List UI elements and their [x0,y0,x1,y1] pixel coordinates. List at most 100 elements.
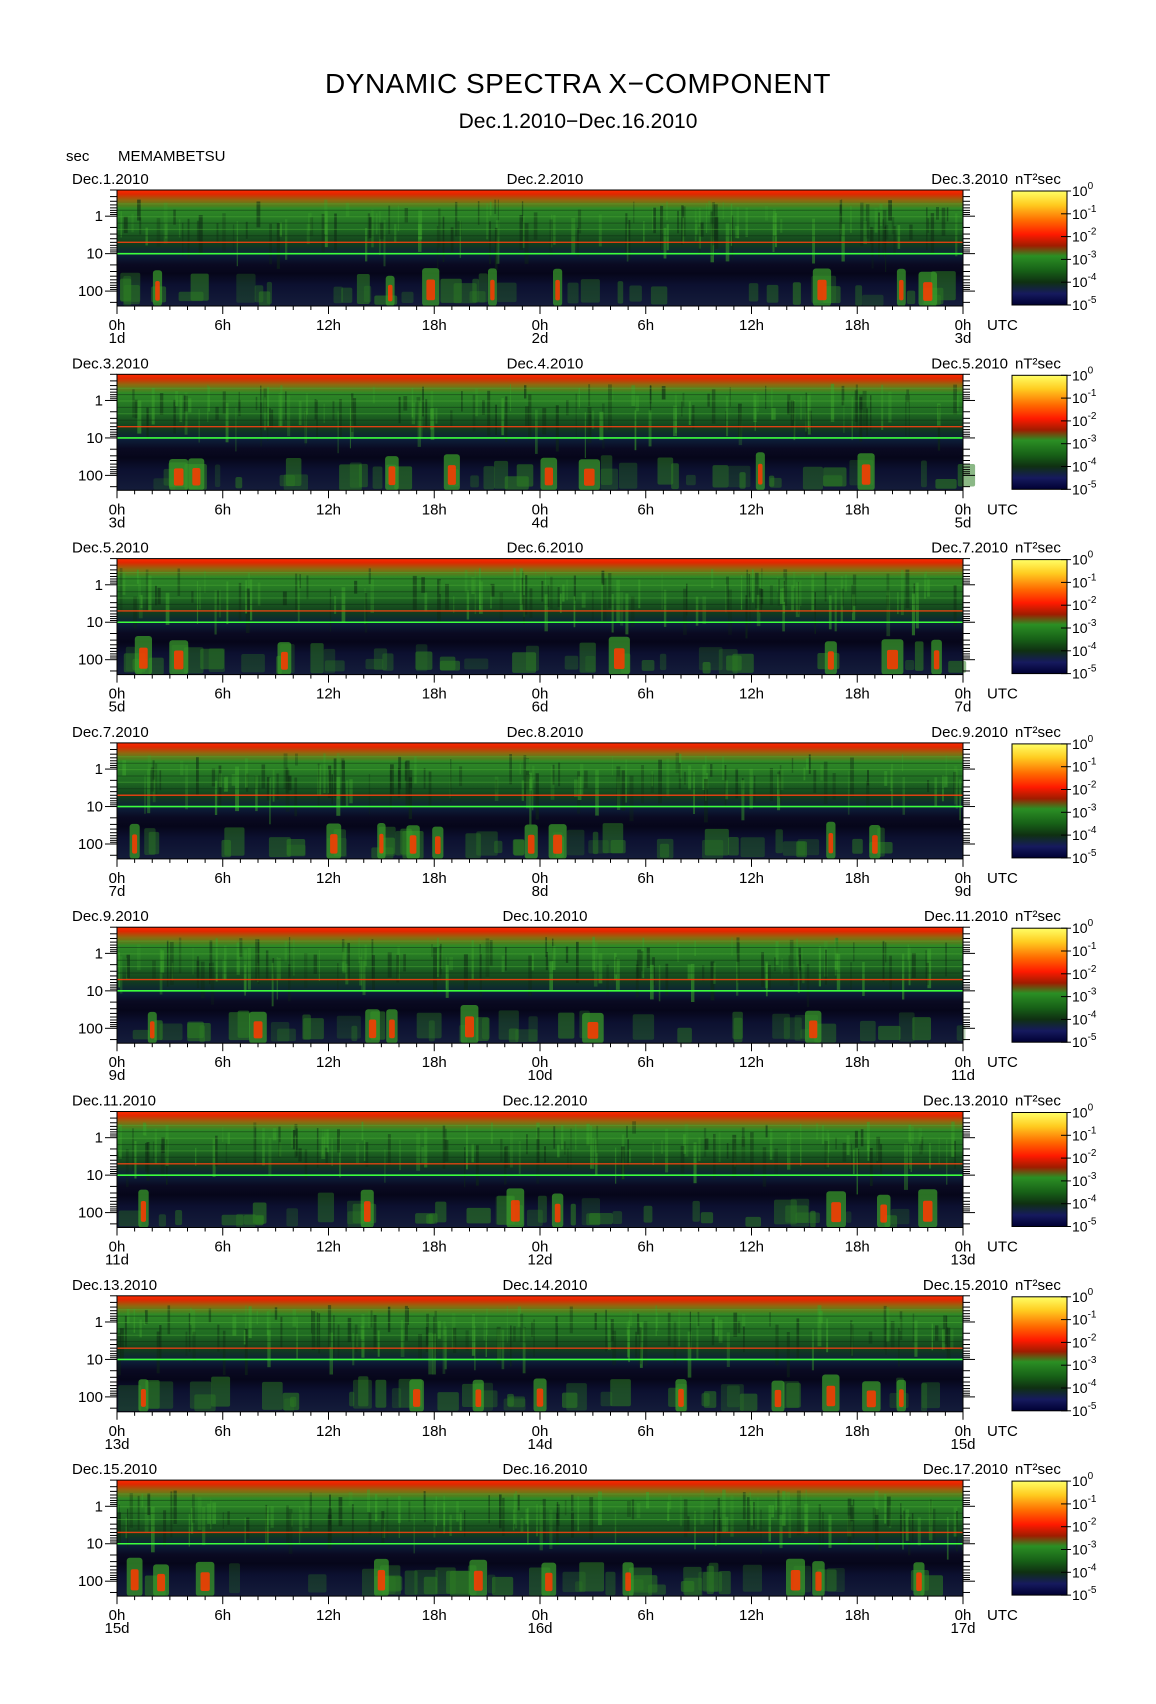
spectral-streak [788,955,790,969]
spectral-streak [370,578,374,613]
spectral-streak [351,393,354,432]
spectral-streak [372,386,375,404]
spectral-streak [298,400,302,426]
spectral-streak [882,210,887,244]
spectral-streak [876,1136,881,1164]
x-tick-label: 12h [316,317,341,334]
spectral-streak [655,1305,657,1336]
spectral-streak [352,398,357,426]
spectral-streak [860,202,864,247]
spectral-streak [519,1313,524,1342]
long-period-activity [785,1205,809,1223]
long-period-activity [512,652,537,673]
spectral-streak [279,222,282,237]
spectral-streak [783,580,785,602]
spectral-streak [937,403,941,426]
spectral-streak [529,588,533,618]
spectral-streak [501,398,504,436]
spectral-streak [793,401,795,438]
spectral-streak [579,763,584,796]
spectral-streak [792,572,796,588]
spectral-streak [349,407,351,449]
x-tick-label: 0h [955,1054,972,1071]
spectral-streak [411,387,414,418]
spectral-streak [413,1513,415,1554]
spectral-streak [286,1505,289,1544]
spectral-streak [282,591,287,606]
spectral-streak [929,1143,931,1169]
spectral-streak [666,224,669,251]
spectral-streak [509,754,512,785]
spectral-streak [679,754,682,779]
y-tick-label: 100 [78,1389,103,1406]
long-period-activity [333,286,343,304]
x-tick-label: 6h [637,1054,654,1071]
spectral-streak [328,765,332,798]
spectral-streak [783,569,788,606]
colorbar-tick-label: 100 [1072,1471,1094,1489]
spectral-streak [327,769,329,794]
spectral-streak [160,950,165,973]
long-period-activity [466,1207,491,1224]
x-unit-label: UTC [987,686,1018,703]
spectral-streak [536,1138,540,1184]
spectral-streak [765,1124,768,1138]
spectral-streak [883,1305,887,1350]
spectral-streak [886,1496,891,1527]
spectral-streak [535,773,539,820]
long-period-activity [564,655,579,670]
panel-left-date: Dec.15.2010 [72,1461,157,1478]
spectral-streak [445,965,449,998]
colorbar-tick-label: 100 [1072,734,1094,752]
spectral-streak [255,939,260,982]
colorbar-tick-label: 10-2 [1072,595,1097,613]
spectral-streak [471,940,474,980]
spectral-streak [584,770,588,789]
spectral-streak [514,1491,518,1529]
spectral-streak [321,213,325,253]
long-period-activity [440,278,462,303]
spectral-streak [246,773,249,792]
spectral-streak [750,1132,754,1176]
spectral-streak [430,407,435,440]
event-burst [866,1390,876,1408]
spectral-streak [418,222,422,252]
event-burst [426,279,435,301]
long-period-activity [526,1209,543,1227]
spectral-streak [636,960,639,982]
spectral-streak [183,395,186,426]
spectral-streak [921,1136,924,1152]
spectral-streak [265,950,269,980]
spectral-streak [553,214,556,245]
long-period-activity [692,1200,700,1222]
x-tick-label: 0h [532,1239,549,1256]
spectral-streak [309,1492,312,1532]
spectral-streak [148,575,152,611]
day-label: 11d [105,1252,129,1269]
spectral-streak [754,775,756,803]
spectral-streak [731,937,733,956]
long-period-activity [956,1025,966,1041]
spectral-streak [699,222,704,237]
spectral-streak [523,1327,526,1344]
spectral-streak [433,947,437,994]
spectral-streak [769,585,773,606]
spectral-streak [482,400,485,415]
spectral-streak [226,581,229,625]
x-tick-label: 0h [955,1239,972,1256]
spectral-streak [665,1128,669,1173]
spectral-streak [698,221,701,242]
colorbar-tick-label: 10-5 [1072,848,1097,866]
event-burst [923,1200,933,1222]
long-period-activity [512,839,525,855]
y-tick-label: 1 [95,392,103,409]
spectral-streak [950,1328,954,1349]
spectral-streak [911,953,916,979]
x-tick-label: 12h [316,1607,341,1624]
long-period-activity [241,654,265,673]
event-burst [817,279,827,301]
spectral-streak [571,1494,574,1512]
spectral-streak [544,596,547,622]
